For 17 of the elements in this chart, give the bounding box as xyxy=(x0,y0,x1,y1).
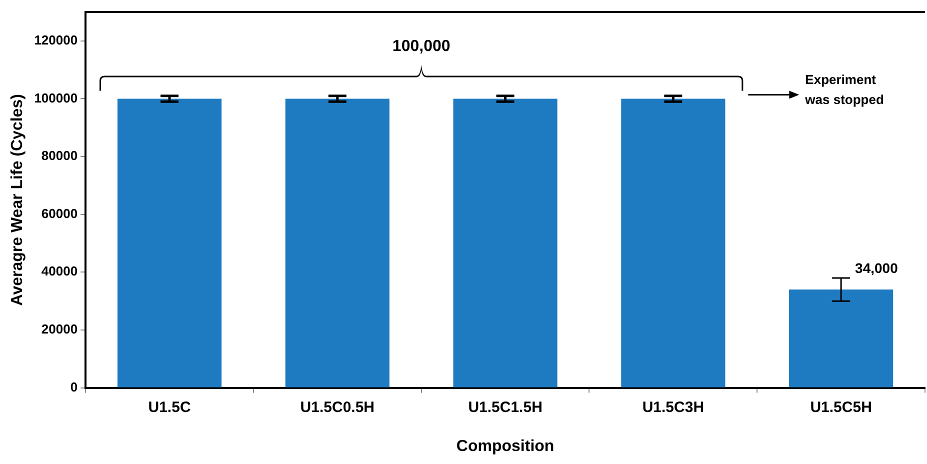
data-label: 34,000 xyxy=(855,260,898,276)
y-tick-label: 40000 xyxy=(41,264,78,279)
y-tick-label: 80000 xyxy=(41,148,78,164)
x-tick-label: U1.5C5H xyxy=(810,398,872,416)
x-tick-label: U1.5C xyxy=(148,398,191,416)
x-tick-label: U1.5C1.5H xyxy=(468,398,542,416)
y-tick-label: 100000 xyxy=(34,90,78,106)
y-tick-label: 60000 xyxy=(41,206,78,221)
annotation: Experiment was stopped xyxy=(804,72,884,107)
x-tick-label: U1.5C0.5H xyxy=(300,398,375,416)
x-tick-label: U1.5C3H xyxy=(642,398,704,416)
x-axis-title: Composition xyxy=(456,438,554,455)
y-tick-label: 0 xyxy=(70,379,78,394)
y-tick-label: 120000 xyxy=(34,32,78,48)
y-axis-title: Averagre Wear Life (Cycles) xyxy=(9,94,26,306)
y-tick-label: 20000 xyxy=(41,322,78,337)
annotation: 100,000 xyxy=(392,38,450,56)
